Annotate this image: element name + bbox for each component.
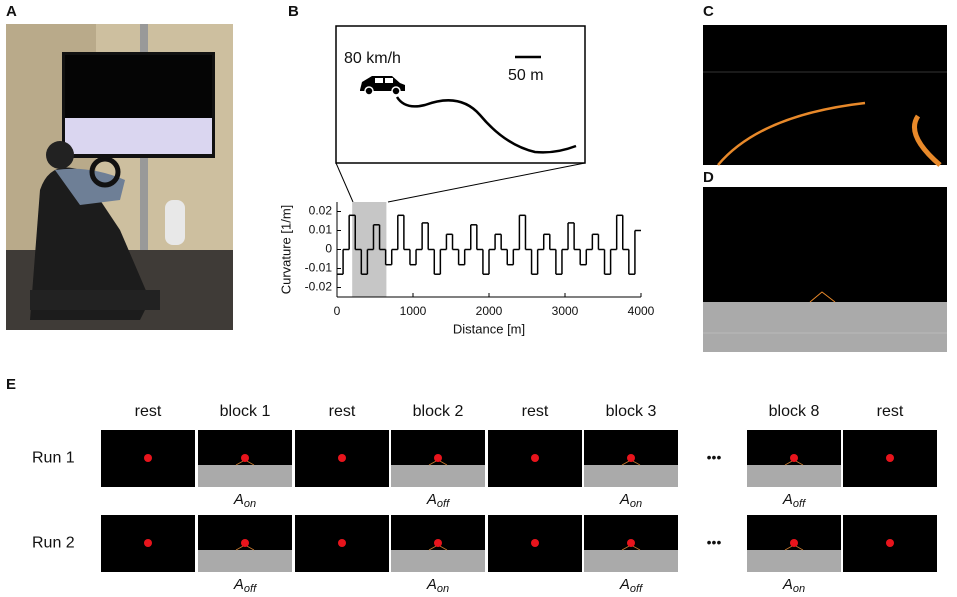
fixation-dot <box>790 539 798 547</box>
panel-label: D <box>703 169 714 186</box>
fixation-dot <box>531 454 539 462</box>
condition-sub: on <box>630 498 642 510</box>
car-icon <box>360 76 405 96</box>
condition-label: Aon <box>233 491 256 510</box>
x-tick-label: 1000 <box>400 304 427 318</box>
condition-sub: off <box>244 583 257 595</box>
fixation-dot <box>627 454 635 462</box>
tile-ground <box>198 550 292 572</box>
condition-sub: off <box>793 498 806 510</box>
column-header: rest <box>877 403 904 420</box>
condition-label: Aoff <box>782 491 806 510</box>
x-axis-label: Distance [m] <box>453 321 525 336</box>
road-curve <box>395 96 577 154</box>
fixation-dot <box>627 539 635 547</box>
condition-sub: on <box>793 583 805 595</box>
condition-sub: on <box>244 498 256 510</box>
condition-label: Aon <box>426 576 449 595</box>
column-header: rest <box>135 403 162 420</box>
condition-sub: off <box>437 498 450 510</box>
fixation-dot <box>531 539 539 547</box>
tile-ground <box>747 550 841 572</box>
y-tick-label: 0 <box>325 242 332 256</box>
fixation-dot <box>144 454 152 462</box>
condition-label: Aoff <box>619 576 643 595</box>
condition-sub: on <box>437 583 449 595</box>
fixation-dot <box>338 454 346 462</box>
annotation: 50 m <box>508 67 544 84</box>
connector <box>335 162 354 203</box>
panel-label: E <box>6 376 16 393</box>
tile-ground <box>198 465 292 487</box>
condition-base: A <box>426 576 437 593</box>
condition-label: Aon <box>619 491 642 510</box>
panel-label: B <box>288 3 299 20</box>
column-header: block 8 <box>769 403 820 420</box>
x-tick-label: 3000 <box>552 304 579 318</box>
tile-ground <box>391 550 485 572</box>
annotation: 80 km/h <box>344 50 401 67</box>
y-tick-label: -0.01 <box>305 261 333 275</box>
tile-ground <box>391 465 485 487</box>
road-view-c <box>703 25 947 167</box>
condition-base: A <box>233 576 244 593</box>
fixation-dot <box>886 454 894 462</box>
column-header: rest <box>329 403 356 420</box>
column-header: block 1 <box>220 403 271 420</box>
photo <box>6 24 233 330</box>
run-label: Run 2 <box>32 535 75 552</box>
condition-base: A <box>782 491 793 508</box>
ellipsis: ••• <box>707 534 722 550</box>
panel-label: C <box>703 3 714 20</box>
panel-label: A <box>6 3 17 20</box>
run-label: Run 1 <box>32 450 75 467</box>
y-axis-label: Curvature [1/m] <box>278 205 293 295</box>
condition-base: A <box>782 576 793 593</box>
fixation-dot <box>790 454 798 462</box>
fixation-dot <box>144 539 152 547</box>
fixation-dot <box>241 539 249 547</box>
condition-label: Aoff <box>233 576 257 595</box>
y-tick-label: 0.01 <box>309 223 333 237</box>
ellipsis: ••• <box>707 449 722 465</box>
x-tick-label: 0 <box>334 304 341 318</box>
condition-base: A <box>619 491 630 508</box>
tile-ground <box>584 550 678 572</box>
fixation-dot <box>434 539 442 547</box>
condition-base: A <box>426 491 437 508</box>
road-view-d <box>703 187 947 352</box>
condition-base: A <box>619 576 630 593</box>
tile-ground <box>747 465 841 487</box>
column-header: block 2 <box>413 403 464 420</box>
condition-label: Aon <box>782 576 805 595</box>
tile-ground <box>584 465 678 487</box>
condition-base: A <box>233 491 244 508</box>
column-header: rest <box>522 403 549 420</box>
condition-sub: off <box>630 583 643 595</box>
fixation-dot <box>338 539 346 547</box>
x-tick-label: 4000 <box>628 304 655 318</box>
fixation-dot <box>434 454 442 462</box>
y-tick-label: 0.02 <box>309 204 333 218</box>
fixation-dot <box>241 454 249 462</box>
condition-label: Aoff <box>426 491 450 510</box>
connector <box>387 162 586 203</box>
y-tick-label: -0.02 <box>305 280 333 294</box>
x-tick-label: 2000 <box>476 304 503 318</box>
column-header: block 3 <box>606 403 657 420</box>
fixation-dot <box>886 539 894 547</box>
inset-box <box>335 25 586 164</box>
